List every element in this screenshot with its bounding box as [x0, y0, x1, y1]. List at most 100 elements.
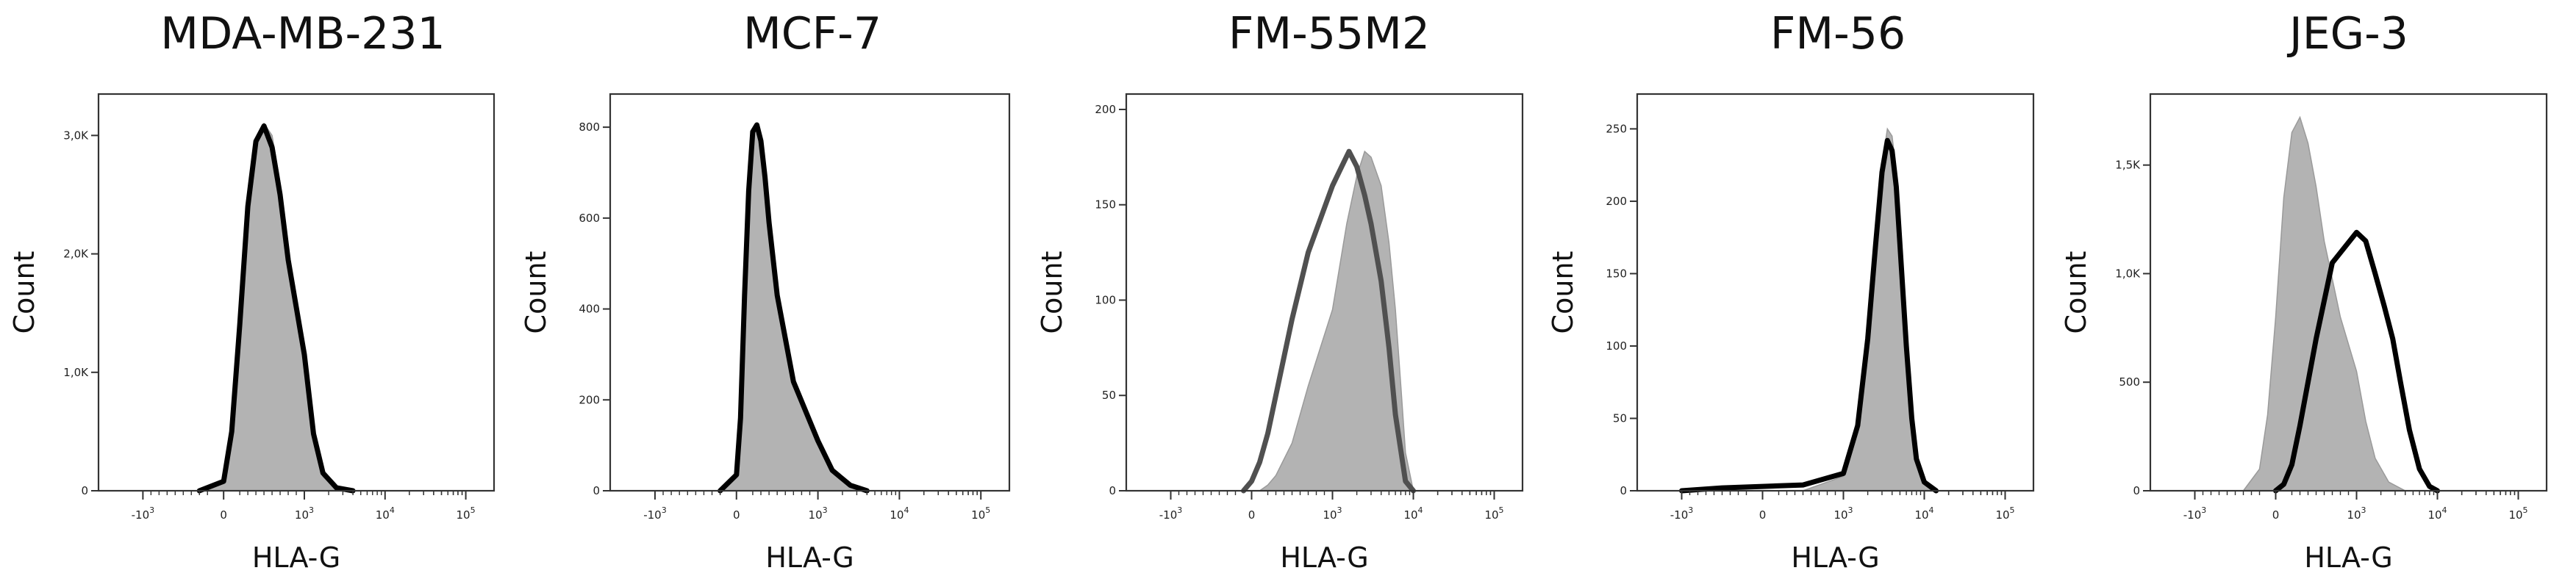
panel-1-ytick-label: 3,0K	[63, 129, 89, 142]
panel-5-xtick-exp: 5	[2523, 505, 2528, 515]
panel-3-series-stained	[1241, 148, 1416, 494]
panel-3-xtick-base: 0	[1248, 508, 1256, 522]
panel-4-xtick-exp: 5	[2010, 505, 2015, 515]
panel-5-xtick-base: -10	[2183, 508, 2202, 522]
panel-3-xtick-label: 104	[1403, 505, 1423, 522]
panel-4-ytick-label: 250	[1606, 122, 1627, 135]
panel-5-xtick-label: 103	[2347, 505, 2366, 522]
panel-5-xtick-base: 0	[2272, 508, 2280, 522]
panel-1-xtick-label: -103	[132, 505, 155, 522]
panel-5-title: JEG-3	[2286, 8, 2408, 60]
panel-1-xtick-label: 104	[376, 505, 395, 522]
panel-3-ytick-label: 150	[1095, 198, 1116, 212]
panel-5-ytick-label: 1,0K	[2115, 267, 2141, 280]
panel-2-xtick-exp: 5	[985, 505, 990, 515]
panel-1-xlabel: HLA-G	[252, 541, 340, 574]
panel-3-ytick-label: 200	[1095, 103, 1116, 116]
panel-4-xtick-base: 10	[1995, 508, 2009, 522]
panel-1-xtick-exp: 4	[390, 505, 395, 515]
panel-4-xtick-base: 10	[1833, 508, 1847, 522]
panel-4-xtick-label: 103	[1833, 505, 1853, 522]
panel-3-xtick-exp: 3	[1177, 505, 1182, 515]
panel-5-xtick-label: 0	[2272, 508, 2280, 522]
panel-1-series-stained	[196, 123, 356, 494]
panel-1-xtick-base: 0	[220, 508, 227, 522]
panel-3-ytick-label: 50	[1102, 389, 1116, 402]
panel-2-xtick-label: 105	[971, 505, 990, 522]
panel-1-ytick-label: 2,0K	[63, 248, 89, 261]
panel-4-xtick-exp: 3	[1848, 505, 1853, 515]
panel-4-xlabel: HLA-G	[1791, 541, 1879, 574]
panel-4-xtick-label: -103	[1670, 505, 1694, 522]
panel-4-ytick-label: 0	[1620, 484, 1627, 497]
panel-4-xtick-label: 104	[1914, 505, 1933, 522]
panel-4-xtick-label: 105	[1995, 505, 2014, 522]
panel-4-series-stained	[1679, 137, 1939, 494]
panel-2-title: MCF-7	[743, 8, 881, 60]
panel-3-xlabel: HLA-G	[1280, 541, 1368, 574]
panel-1-ylabel: Count	[8, 251, 40, 334]
panel-4-ylabel: Count	[1547, 251, 1579, 334]
panel-1-ytick-label: 0	[81, 484, 88, 497]
panel-4-xtick-base: 0	[1759, 508, 1767, 522]
panel-2-ylabel: Count	[520, 251, 552, 334]
panel-3-ytick-label: 0	[1109, 484, 1116, 497]
panel-1-xtick-label: 103	[295, 505, 314, 522]
panel-5-xtick-base: 10	[2508, 508, 2522, 522]
panel-3-series-control	[1258, 150, 1414, 491]
panel-5-ytick-label: 0	[2133, 484, 2140, 497]
panel-5-series-stained	[2273, 229, 2440, 494]
panel-3-title: FM-55M2	[1228, 8, 1430, 60]
panel-3-xtick-label: 105	[1484, 505, 1503, 522]
panel-5-xtick-exp: 4	[2442, 505, 2447, 515]
panel-1-xtick-base: 10	[295, 508, 309, 522]
panel-4-xtick-base: 10	[1914, 508, 1928, 522]
panel-1-xtick-label: 105	[457, 505, 476, 522]
panel-2-ytick-label: 800	[579, 120, 600, 134]
panel-5-xtick-label: 105	[2508, 505, 2527, 522]
panel-2-ytick-label: 200	[579, 393, 600, 406]
panel-4-xtick-label: 0	[1759, 508, 1767, 522]
panel-1-xtick-base: 10	[376, 508, 390, 522]
panel-3-xtick-exp: 4	[1418, 505, 1423, 515]
panel-2-xtick-base: 10	[971, 508, 985, 522]
panel-4-ytick-label: 100	[1606, 339, 1627, 353]
panel-5-xtick-label: 104	[2427, 505, 2447, 522]
panel-2-xtick-label: 0	[733, 508, 740, 522]
panel-4-xtick-exp: 4	[1929, 505, 1934, 515]
panel-3-xtick-exp: 5	[1499, 505, 1504, 515]
panel-2-xtick-exp: 3	[823, 505, 828, 515]
panel-1-xtick-exp: 3	[309, 505, 314, 515]
panel-3-xtick-base: 10	[1323, 508, 1337, 522]
panel-2-xtick-label: 103	[809, 505, 828, 522]
panel-5-xtick-exp: 3	[2201, 505, 2206, 515]
panel-3-xtick-base: -10	[1159, 508, 1178, 522]
panel-4-xtick-exp: 3	[1688, 505, 1693, 515]
panel-5-xtick-base: 10	[2427, 508, 2441, 522]
panel-1-xtick-base: 10	[457, 508, 471, 522]
panel-2-ytick-label: 600	[579, 212, 600, 225]
panel-4-ytick-label: 200	[1606, 195, 1627, 208]
panel-2-xtick-exp: 3	[662, 505, 667, 515]
panel-1-xtick-exp: 5	[471, 505, 476, 515]
panel-5-xtick-exp: 3	[2361, 505, 2366, 515]
panel-4-title: FM-56	[1770, 8, 1906, 60]
panel-5-xtick-label: -103	[2183, 505, 2207, 522]
panel-4-xtick-base: -10	[1670, 508, 1689, 522]
panel-1-title: MDA-MB-231	[160, 8, 445, 60]
panel-2-xtick-label: 104	[890, 505, 909, 522]
panel-1-xtick-exp: 3	[149, 505, 154, 515]
panel-2-xtick-base: 10	[890, 508, 904, 522]
panel-3-ylabel: Count	[1036, 251, 1068, 334]
panel-2-xtick-exp: 4	[904, 505, 909, 515]
panel-2-xtick-base: -10	[643, 508, 662, 522]
panel-4-ytick-label: 50	[1613, 411, 1627, 425]
panel-4-frame	[1636, 93, 2035, 492]
panel-3-ytick-label: 100	[1095, 293, 1116, 306]
panel-3-xtick-exp: 3	[1337, 505, 1342, 515]
panel-4-ytick-label: 150	[1606, 267, 1627, 280]
